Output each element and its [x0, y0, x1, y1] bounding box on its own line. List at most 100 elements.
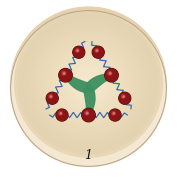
Circle shape — [73, 69, 104, 101]
Circle shape — [15, 9, 162, 157]
Circle shape — [77, 50, 78, 51]
Circle shape — [29, 24, 148, 142]
Circle shape — [47, 41, 130, 125]
Circle shape — [76, 71, 101, 96]
Circle shape — [71, 66, 106, 101]
Circle shape — [54, 49, 123, 118]
Circle shape — [36, 32, 141, 138]
Circle shape — [55, 52, 122, 118]
Circle shape — [109, 73, 111, 74]
Circle shape — [48, 44, 129, 126]
Circle shape — [63, 73, 65, 74]
Circle shape — [113, 113, 115, 114]
Circle shape — [59, 56, 118, 114]
Circle shape — [59, 68, 72, 82]
Circle shape — [81, 77, 96, 93]
Circle shape — [13, 9, 164, 161]
Circle shape — [92, 46, 104, 58]
Circle shape — [19, 14, 158, 152]
Circle shape — [38, 34, 139, 136]
Text: 1: 1 — [84, 149, 93, 162]
Circle shape — [86, 112, 88, 114]
Circle shape — [42, 36, 135, 130]
Circle shape — [50, 46, 127, 124]
Circle shape — [69, 64, 108, 103]
Circle shape — [11, 11, 166, 166]
Polygon shape — [86, 73, 112, 93]
Polygon shape — [65, 73, 91, 93]
Circle shape — [22, 19, 155, 151]
Circle shape — [20, 17, 157, 153]
Circle shape — [60, 113, 62, 114]
Circle shape — [50, 96, 52, 97]
Circle shape — [82, 108, 95, 122]
Circle shape — [75, 71, 102, 99]
Circle shape — [112, 112, 115, 115]
Circle shape — [53, 50, 124, 120]
Circle shape — [34, 29, 143, 138]
Circle shape — [66, 61, 111, 105]
Circle shape — [46, 42, 131, 128]
Circle shape — [22, 17, 155, 150]
Circle shape — [93, 47, 104, 58]
Circle shape — [74, 68, 103, 98]
Circle shape — [44, 40, 133, 130]
Circle shape — [42, 38, 135, 132]
Circle shape — [119, 92, 131, 104]
Circle shape — [86, 81, 91, 86]
Circle shape — [96, 50, 98, 51]
Circle shape — [108, 71, 112, 75]
Circle shape — [63, 60, 114, 110]
Circle shape — [119, 93, 130, 104]
Circle shape — [84, 78, 93, 88]
Circle shape — [32, 27, 145, 140]
Circle shape — [39, 34, 138, 133]
Circle shape — [28, 25, 149, 145]
Circle shape — [105, 69, 118, 81]
Circle shape — [64, 59, 113, 108]
Circle shape — [83, 79, 94, 91]
Circle shape — [87, 83, 90, 87]
Circle shape — [110, 110, 121, 121]
Circle shape — [32, 28, 145, 141]
Circle shape — [57, 54, 120, 116]
Circle shape — [15, 11, 162, 159]
Circle shape — [49, 95, 52, 98]
Circle shape — [24, 19, 153, 147]
Circle shape — [95, 49, 98, 52]
Circle shape — [62, 71, 66, 75]
Circle shape — [61, 58, 116, 112]
Circle shape — [71, 67, 106, 102]
Circle shape — [30, 27, 147, 143]
Circle shape — [85, 81, 92, 89]
Circle shape — [67, 64, 110, 106]
Circle shape — [86, 86, 91, 91]
Circle shape — [27, 22, 150, 145]
Circle shape — [75, 49, 79, 52]
Circle shape — [85, 111, 89, 115]
Circle shape — [77, 73, 100, 97]
Polygon shape — [84, 88, 95, 115]
Circle shape — [79, 73, 98, 93]
Circle shape — [40, 36, 137, 134]
Circle shape — [46, 92, 58, 104]
Circle shape — [59, 69, 72, 81]
Circle shape — [56, 110, 67, 121]
Circle shape — [81, 76, 96, 91]
Circle shape — [37, 31, 140, 135]
Circle shape — [34, 30, 143, 139]
Circle shape — [69, 65, 108, 104]
Circle shape — [82, 109, 95, 121]
Circle shape — [44, 39, 133, 128]
Circle shape — [121, 95, 125, 98]
Circle shape — [16, 13, 161, 157]
Circle shape — [26, 23, 151, 147]
Circle shape — [24, 21, 153, 149]
Circle shape — [17, 12, 160, 155]
Circle shape — [56, 51, 121, 115]
Circle shape — [11, 7, 166, 163]
Circle shape — [105, 68, 118, 82]
Circle shape — [79, 75, 98, 95]
Circle shape — [59, 112, 62, 115]
Circle shape — [52, 48, 125, 122]
